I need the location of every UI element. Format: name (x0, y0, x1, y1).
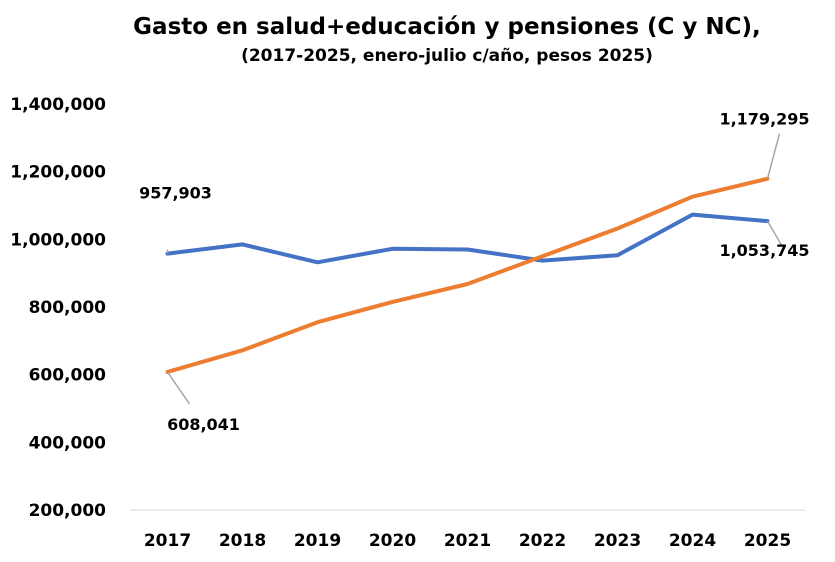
y-tick-label: 1,200,000 (10, 163, 106, 183)
y-tick-label: 200,000 (29, 501, 107, 521)
data-labels-layer: 957,903 1,053,745 608,041 1,179,295 (139, 110, 809, 434)
x-tick-label: 2021 (444, 531, 491, 551)
y-tick-label: 600,000 (29, 366, 107, 386)
data-label-leader (766, 220, 783, 246)
data-label-leader (166, 371, 191, 405)
chart-title: Gasto en salud+educación y pensiones (C … (133, 14, 761, 40)
y-tick-label: 400,000 (29, 433, 107, 453)
axes: 200,000 400,000 600,000 800,000 1,000,000 1,2… (10, 95, 805, 551)
x-tick-label: 2022 (519, 531, 566, 551)
series-line-0 (165, 212, 770, 265)
y-tick-label: 1,000,000 (10, 230, 106, 250)
data-label: 1,179,295 (719, 110, 809, 129)
y-tick-label: 800,000 (29, 298, 107, 318)
data-label-leader (766, 133, 781, 179)
x-tick-label: 2017 (144, 531, 191, 551)
data-label: 608,041 (167, 415, 240, 434)
series-layer (165, 176, 770, 374)
series-line-1 (165, 176, 770, 374)
x-tick-label: 2018 (219, 531, 266, 551)
x-tick-label: 2019 (294, 531, 341, 551)
y-tick-label: 1,400,000 (10, 95, 106, 115)
data-label: 957,903 (139, 184, 212, 203)
x-tick-label: 2024 (669, 531, 716, 551)
data-label: 1,053,745 (719, 241, 809, 260)
x-tick-label: 2023 (594, 531, 641, 551)
chart-subtitle: (2017-2025, enero-julio c/año, pesos 202… (241, 46, 653, 66)
x-tick-label: 2025 (744, 531, 791, 551)
x-tick-label: 2020 (369, 531, 416, 551)
